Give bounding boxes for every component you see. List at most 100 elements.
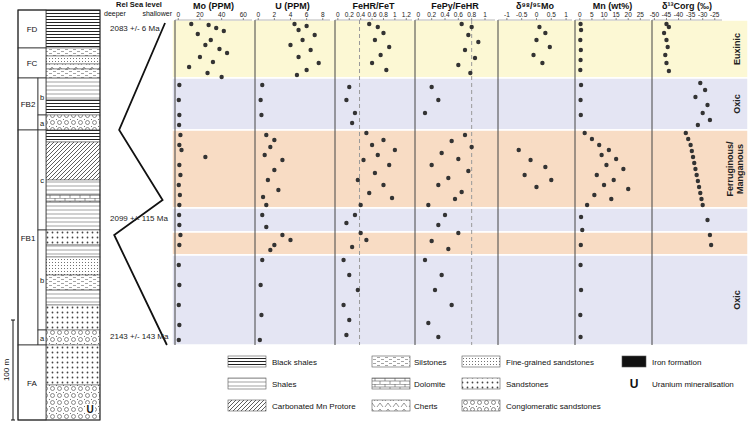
data-point	[304, 24, 308, 28]
panel-title: Mo (PPM)	[193, 1, 234, 11]
member-box	[38, 115, 46, 130]
data-point	[341, 303, 345, 307]
redox-band	[172, 255, 748, 345]
data-point	[612, 178, 616, 182]
tick-label: 0.8	[379, 11, 388, 18]
tick-label: 0.6	[454, 11, 463, 18]
legend-swatch	[372, 356, 410, 367]
data-point	[543, 165, 547, 169]
legend-swatch	[228, 378, 266, 389]
panel: U (PPM)02468	[255, 1, 330, 345]
lithology-layer	[46, 69, 100, 78]
member-label: b	[40, 276, 44, 285]
sea-level-shallower: shallower	[142, 10, 172, 17]
axis-line	[415, 20, 495, 21]
data-point	[177, 263, 181, 267]
data-point	[534, 185, 538, 189]
panel-title: U (PPM)	[275, 1, 310, 11]
data-point	[604, 163, 608, 167]
data-point	[350, 121, 354, 125]
formation-box	[18, 130, 38, 345]
data-point	[469, 145, 473, 149]
formation-box	[18, 345, 46, 420]
data-point	[296, 28, 300, 32]
data-point	[694, 173, 698, 177]
data-point	[664, 38, 668, 42]
uranium-bg	[85, 404, 95, 414]
data-point	[578, 335, 582, 339]
member-box	[38, 330, 46, 345]
age-label: 2083 +/- 6 Ma	[110, 24, 160, 33]
data-point	[463, 133, 467, 137]
tick-label: 1	[483, 11, 487, 18]
data-point	[528, 158, 532, 162]
data-point	[205, 71, 209, 75]
band-label-line: Oxic	[732, 94, 742, 114]
formation-label: FB2	[21, 100, 36, 109]
data-point	[459, 22, 463, 26]
data-point	[384, 68, 388, 72]
data-point	[579, 243, 583, 247]
data-point	[177, 203, 181, 207]
data-point	[177, 303, 181, 307]
data-point	[177, 83, 181, 87]
data-point	[177, 98, 181, 102]
lithology-layer	[46, 202, 100, 230]
data-point	[597, 143, 601, 147]
data-point	[602, 183, 606, 187]
data-point	[698, 81, 702, 85]
legend-label: Black shales	[272, 358, 317, 367]
data-point	[364, 238, 368, 242]
panel: δ¹³Corg (‰)-50-45-40-35-30-25	[650, 1, 722, 345]
plot-area	[341, 20, 397, 345]
data-point	[344, 333, 348, 337]
data-point	[266, 178, 270, 182]
tick-label: 4	[289, 11, 293, 18]
data-point	[453, 197, 457, 201]
band-label-line: Manganous	[735, 144, 745, 194]
data-point	[578, 263, 582, 267]
tick	[666, 18, 667, 20]
data-point	[358, 231, 362, 235]
tick	[604, 18, 605, 20]
age-label: 2143 +/- 143 Ma	[110, 332, 169, 341]
tick-label: 0	[578, 11, 582, 18]
data-point	[356, 288, 360, 292]
data-point	[370, 143, 374, 147]
tick-label: 0	[417, 11, 421, 18]
legend-swatch	[372, 378, 410, 389]
data-point	[549, 178, 553, 182]
data-point	[466, 33, 470, 37]
tick	[579, 18, 580, 20]
tick	[591, 18, 592, 20]
axis-line	[175, 20, 252, 21]
data-point	[177, 283, 181, 287]
tick	[243, 18, 244, 20]
tick	[394, 18, 395, 20]
band-label-line: Ferruginous/	[725, 141, 735, 197]
data-point	[592, 193, 596, 197]
tick	[383, 18, 384, 20]
data-point	[260, 83, 264, 87]
tick-label: -45	[662, 11, 672, 18]
data-point	[177, 143, 181, 147]
tick	[406, 18, 407, 20]
data-point	[439, 273, 443, 277]
legend-label: Shales	[272, 380, 296, 389]
sea-level-curve	[114, 23, 167, 345]
tick-label: 0.6	[368, 11, 377, 18]
data-point	[578, 22, 582, 26]
data-point	[209, 38, 213, 42]
data-point	[217, 47, 221, 51]
data-point	[262, 153, 266, 157]
scale-bar-label: 100 m	[2, 359, 11, 382]
data-point	[272, 168, 276, 172]
tick	[458, 18, 459, 20]
data-point	[264, 203, 268, 207]
tick	[445, 18, 446, 20]
tick-label: 0	[336, 11, 340, 18]
data-point	[595, 173, 599, 177]
data-point	[177, 243, 181, 247]
data-point	[517, 148, 521, 152]
data-point	[296, 55, 300, 59]
